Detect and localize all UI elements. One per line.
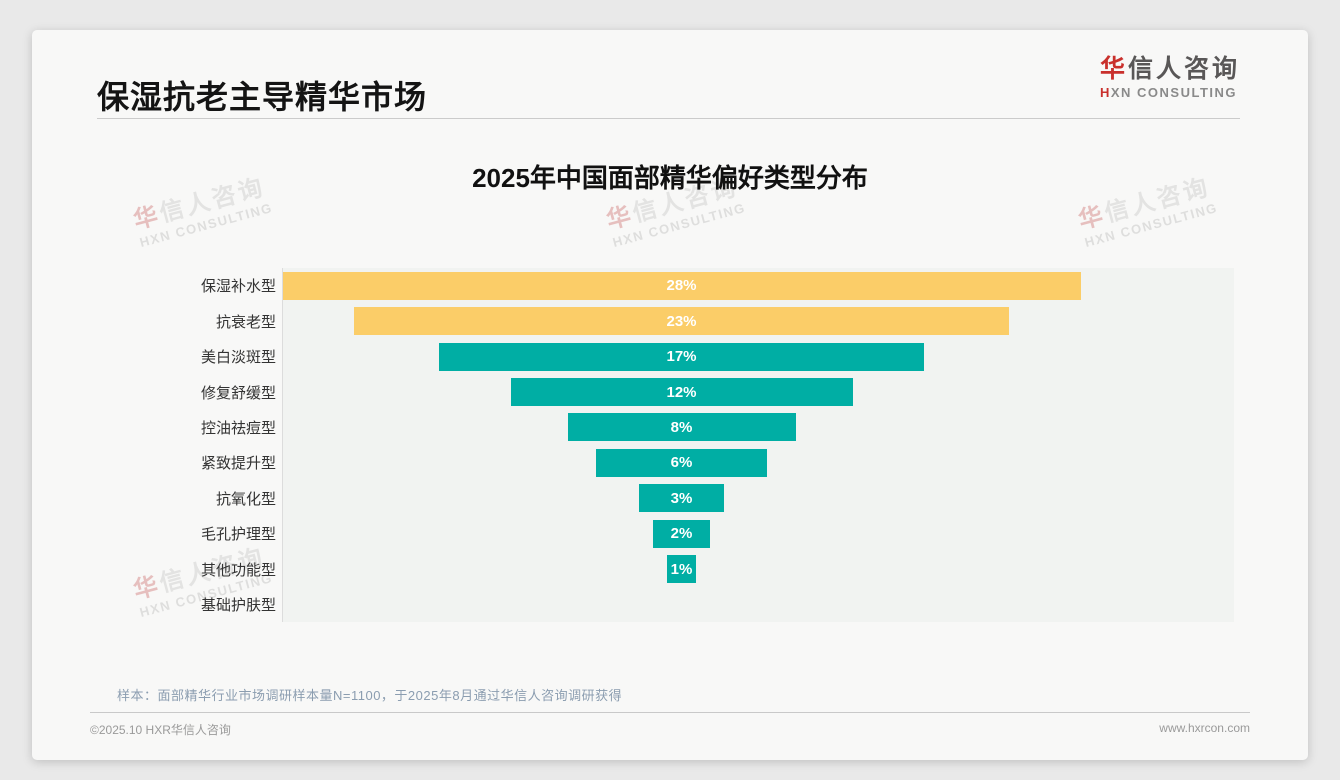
company-logo: 华信人咨询 HXN CONSULTING (1100, 54, 1240, 100)
header-divider (97, 118, 1240, 119)
value-bar: 1% (667, 555, 696, 584)
footer-divider (90, 712, 1250, 713)
category-label: 抗衰老型 (215, 313, 276, 331)
website-text: www.hxrcon.com (1159, 721, 1250, 735)
chart-row: 其他功能型 1% (172, 551, 1240, 587)
value-bar: 23% (353, 307, 1010, 336)
chart-row: 保湿补水型 28% (172, 268, 1240, 304)
value-bar: 8% (567, 413, 796, 442)
value-bar: 3% (638, 484, 725, 513)
chart-row: 控油祛痘型 8% (172, 409, 1240, 446)
bar-track: 6% (282, 445, 1234, 481)
chart-row: 抗衰老型 23% (172, 303, 1240, 339)
value-bar: 12% (510, 378, 853, 407)
bar-track: 1% (282, 551, 1234, 587)
footer: ©2025.10 HXR华信人咨询 www.hxrcon.com (90, 721, 1250, 738)
category-label: 修复舒缓型 (200, 384, 276, 402)
chart-row: 基础护肤型 (172, 586, 1240, 623)
bar-track (282, 586, 1234, 623)
bar-track: 28% (282, 268, 1234, 304)
value-bar: 6% (596, 448, 767, 477)
bar-track: 23% (282, 303, 1234, 339)
value-bar: 2% (653, 519, 710, 548)
bar-track: 2% (282, 516, 1234, 552)
category-label: 紧致提升型 (200, 455, 276, 473)
funnel-bar-chart: 保湿补水型 28% 抗衰老型 23% 美白淡斑型 17% 修复舒缓型 12% 控油祛痘型 8% 紧致… (172, 268, 1240, 623)
chart-row: 修复舒缓型 12% (172, 374, 1240, 410)
value-bar: 28% (282, 271, 1081, 300)
logo-chinese-text: 华信人咨询 (1099, 55, 1240, 83)
category-label: 美白淡斑型 (200, 349, 276, 367)
chart-row: 美白淡斑型 17% (172, 338, 1240, 375)
bar-track: 12% (282, 374, 1234, 410)
bar-track: 17% (282, 338, 1234, 375)
category-label: 控油祛痘型 (200, 419, 276, 437)
copyright-text: ©2025.10 HXR华信人咨询 (90, 723, 231, 737)
report-slide: 华信人咨询 HXN CONSULTING 华信人咨询 HXN CONSULTING 华信… (32, 30, 1308, 760)
bar-track: 8% (282, 409, 1234, 446)
sample-note: 样本：面部精华行业市场调研样本量N=1100，于2025年8月通过华信人咨询调研… (117, 688, 623, 703)
category-label: 抗氧化型 (215, 490, 276, 508)
category-label: 其他功能型 (200, 561, 276, 579)
chart-title: 2025年中国面部精华偏好类型分布 (472, 163, 868, 193)
chart-row: 毛孔护理型 2% (172, 516, 1240, 552)
value-bar: 17% (439, 342, 924, 371)
page-title: 保湿抗老主导精华市场 (97, 79, 428, 115)
chart-row: 抗氧化型 3% (172, 480, 1240, 517)
category-label: 基础护肤型 (200, 597, 276, 615)
chart-row: 紧致提升型 6% (172, 445, 1240, 481)
category-label: 保湿补水型 (200, 278, 276, 296)
logo-english-text: HXN CONSULTING (1099, 85, 1238, 100)
category-label: 毛孔护理型 (200, 526, 276, 544)
bar-track: 3% (282, 480, 1234, 517)
